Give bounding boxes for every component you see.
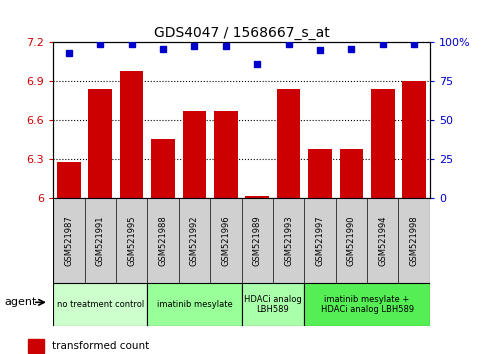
Bar bbox=[183, 111, 206, 198]
Text: GSM521998: GSM521998 bbox=[410, 215, 419, 266]
Text: imatinib mesylate: imatinib mesylate bbox=[156, 300, 232, 309]
Bar bbox=[53, 283, 147, 326]
Bar bbox=[308, 149, 332, 198]
Bar bbox=[304, 283, 430, 326]
Text: GSM521989: GSM521989 bbox=[253, 215, 262, 266]
Bar bbox=[28, 338, 44, 353]
Title: GDS4047 / 1568667_s_at: GDS4047 / 1568667_s_at bbox=[154, 26, 329, 40]
Bar bbox=[214, 111, 238, 198]
Text: GSM521991: GSM521991 bbox=[96, 216, 105, 266]
Text: no treatment control: no treatment control bbox=[57, 300, 144, 309]
Text: GSM521990: GSM521990 bbox=[347, 216, 356, 266]
Bar bbox=[242, 283, 304, 326]
Text: transformed count: transformed count bbox=[53, 341, 150, 351]
Bar bbox=[88, 89, 112, 198]
Bar bbox=[277, 89, 300, 198]
Text: HDACi analog
LBH589: HDACi analog LBH589 bbox=[244, 295, 302, 314]
Text: GSM521993: GSM521993 bbox=[284, 215, 293, 266]
Text: GSM521987: GSM521987 bbox=[64, 215, 73, 266]
Text: GSM521994: GSM521994 bbox=[378, 216, 387, 266]
Text: GSM521992: GSM521992 bbox=[190, 216, 199, 266]
Text: GSM521995: GSM521995 bbox=[127, 216, 136, 266]
Bar bbox=[245, 196, 269, 198]
Bar bbox=[151, 138, 175, 198]
Bar bbox=[57, 162, 81, 198]
Bar bbox=[147, 283, 242, 326]
Bar bbox=[120, 71, 143, 198]
Bar bbox=[371, 89, 395, 198]
Text: GSM521996: GSM521996 bbox=[221, 215, 230, 266]
Bar bbox=[340, 149, 363, 198]
Text: GSM521997: GSM521997 bbox=[315, 215, 325, 266]
Bar bbox=[402, 81, 426, 198]
Text: agent: agent bbox=[4, 297, 37, 307]
Text: imatinib mesylate +
HDACi analog LBH589: imatinib mesylate + HDACi analog LBH589 bbox=[321, 295, 413, 314]
Text: GSM521988: GSM521988 bbox=[158, 215, 168, 266]
